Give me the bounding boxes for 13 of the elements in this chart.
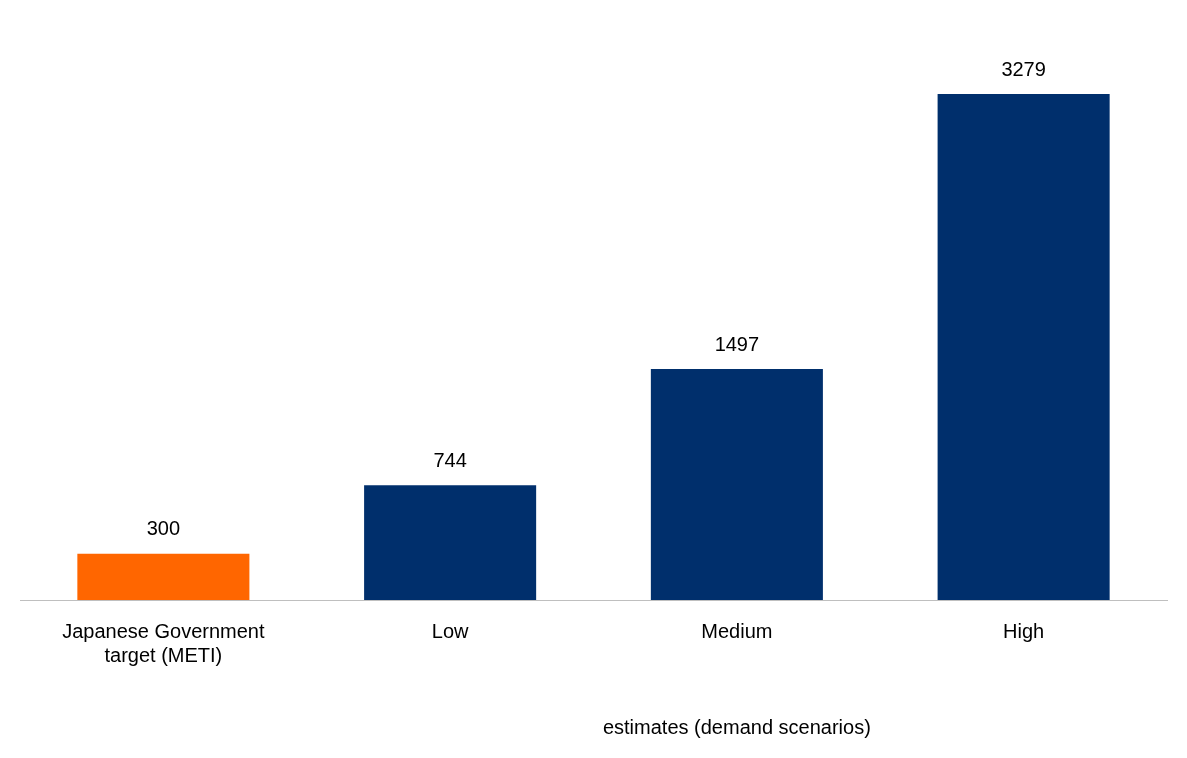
data-label: 300: [146, 517, 181, 540]
bar: [650, 369, 823, 600]
bar: [364, 485, 537, 600]
bar: [937, 94, 1110, 600]
data-label: 3279: [1001, 57, 1046, 80]
text: estimates (demand scenarios): [602, 715, 871, 738]
data-label: 1497: [714, 332, 760, 355]
x-tick-label: High: [1003, 619, 1045, 642]
data-label: 744: [433, 448, 467, 471]
x-tick-label: Medium: [701, 619, 773, 642]
x-tick-label: Japanese Government target (METI): [62, 619, 265, 666]
bar: [77, 553, 250, 600]
x-tick-label: Low: [431, 619, 470, 642]
